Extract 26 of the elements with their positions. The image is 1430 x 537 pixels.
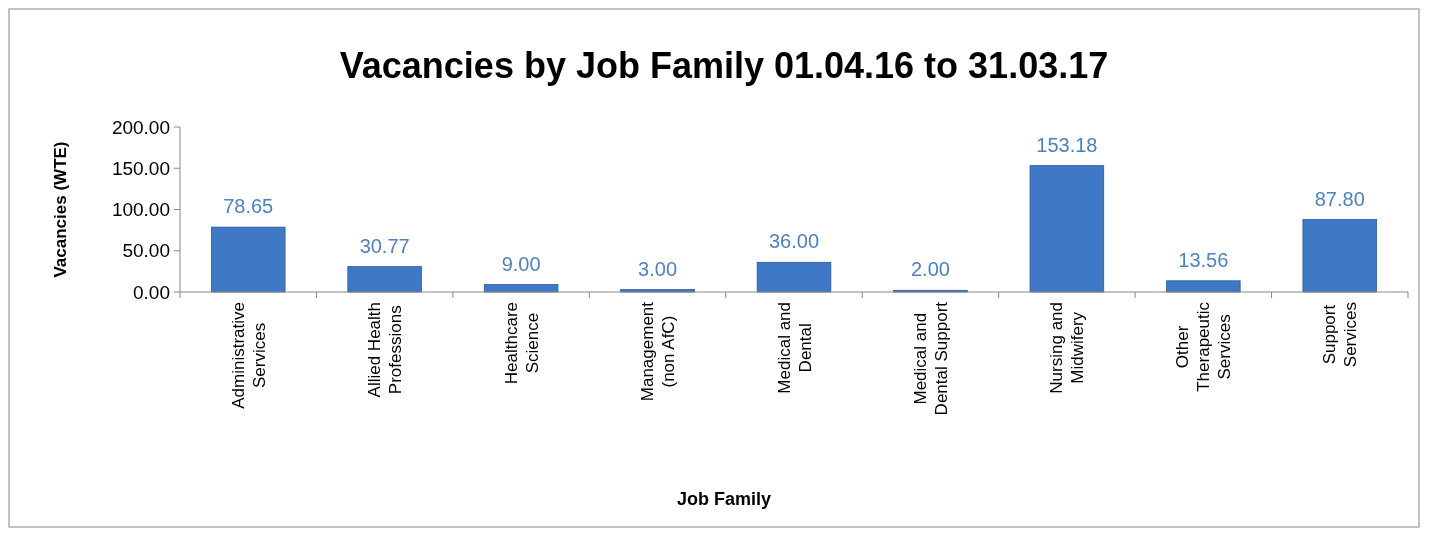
y-tick-label: 150.00 bbox=[111, 157, 170, 179]
x-tick-label: Management (non AfC) bbox=[638, 301, 679, 402]
x-tick-label: Allied Health Professions bbox=[365, 301, 406, 398]
data-label: 3.00 bbox=[638, 257, 678, 280]
x-tick-label: Support Services bbox=[1320, 302, 1361, 368]
y-tick-label: 0.00 bbox=[133, 281, 170, 303]
data-label: 13.56 bbox=[1178, 248, 1229, 271]
y-tick-label: 200.00 bbox=[111, 116, 170, 138]
y-tick-label: 100.00 bbox=[111, 199, 170, 221]
chart-title: Vacancies by Job Family 01.04.16 to 31.03.17 bbox=[339, 45, 1109, 86]
y-axis-title: Vacancies (WTE) bbox=[51, 141, 70, 278]
y-tick-label: 50.00 bbox=[122, 240, 170, 262]
x-tick-label: Medical and Dental Support bbox=[910, 301, 951, 416]
x-tick-label: Administrative Services bbox=[228, 302, 269, 409]
data-label: 2.00 bbox=[910, 258, 950, 281]
data-label: 153.18 bbox=[1036, 133, 1098, 156]
data-label: 30.77 bbox=[359, 234, 410, 257]
x-tick-label: Nursing and Midwifery bbox=[1047, 302, 1088, 394]
x-tick-label: Medical and Dental bbox=[774, 302, 815, 394]
x-tick-label: Healthcare Science bbox=[501, 302, 542, 385]
data-label: 9.00 bbox=[501, 252, 541, 275]
x-tick-label: Other Therapeutic Services bbox=[1173, 301, 1235, 392]
data-label: 36.00 bbox=[768, 230, 820, 253]
x-axis-title: Job Family bbox=[676, 489, 772, 509]
data-label: 78.65 bbox=[223, 195, 274, 218]
data-label: 87.80 bbox=[1314, 187, 1365, 210]
